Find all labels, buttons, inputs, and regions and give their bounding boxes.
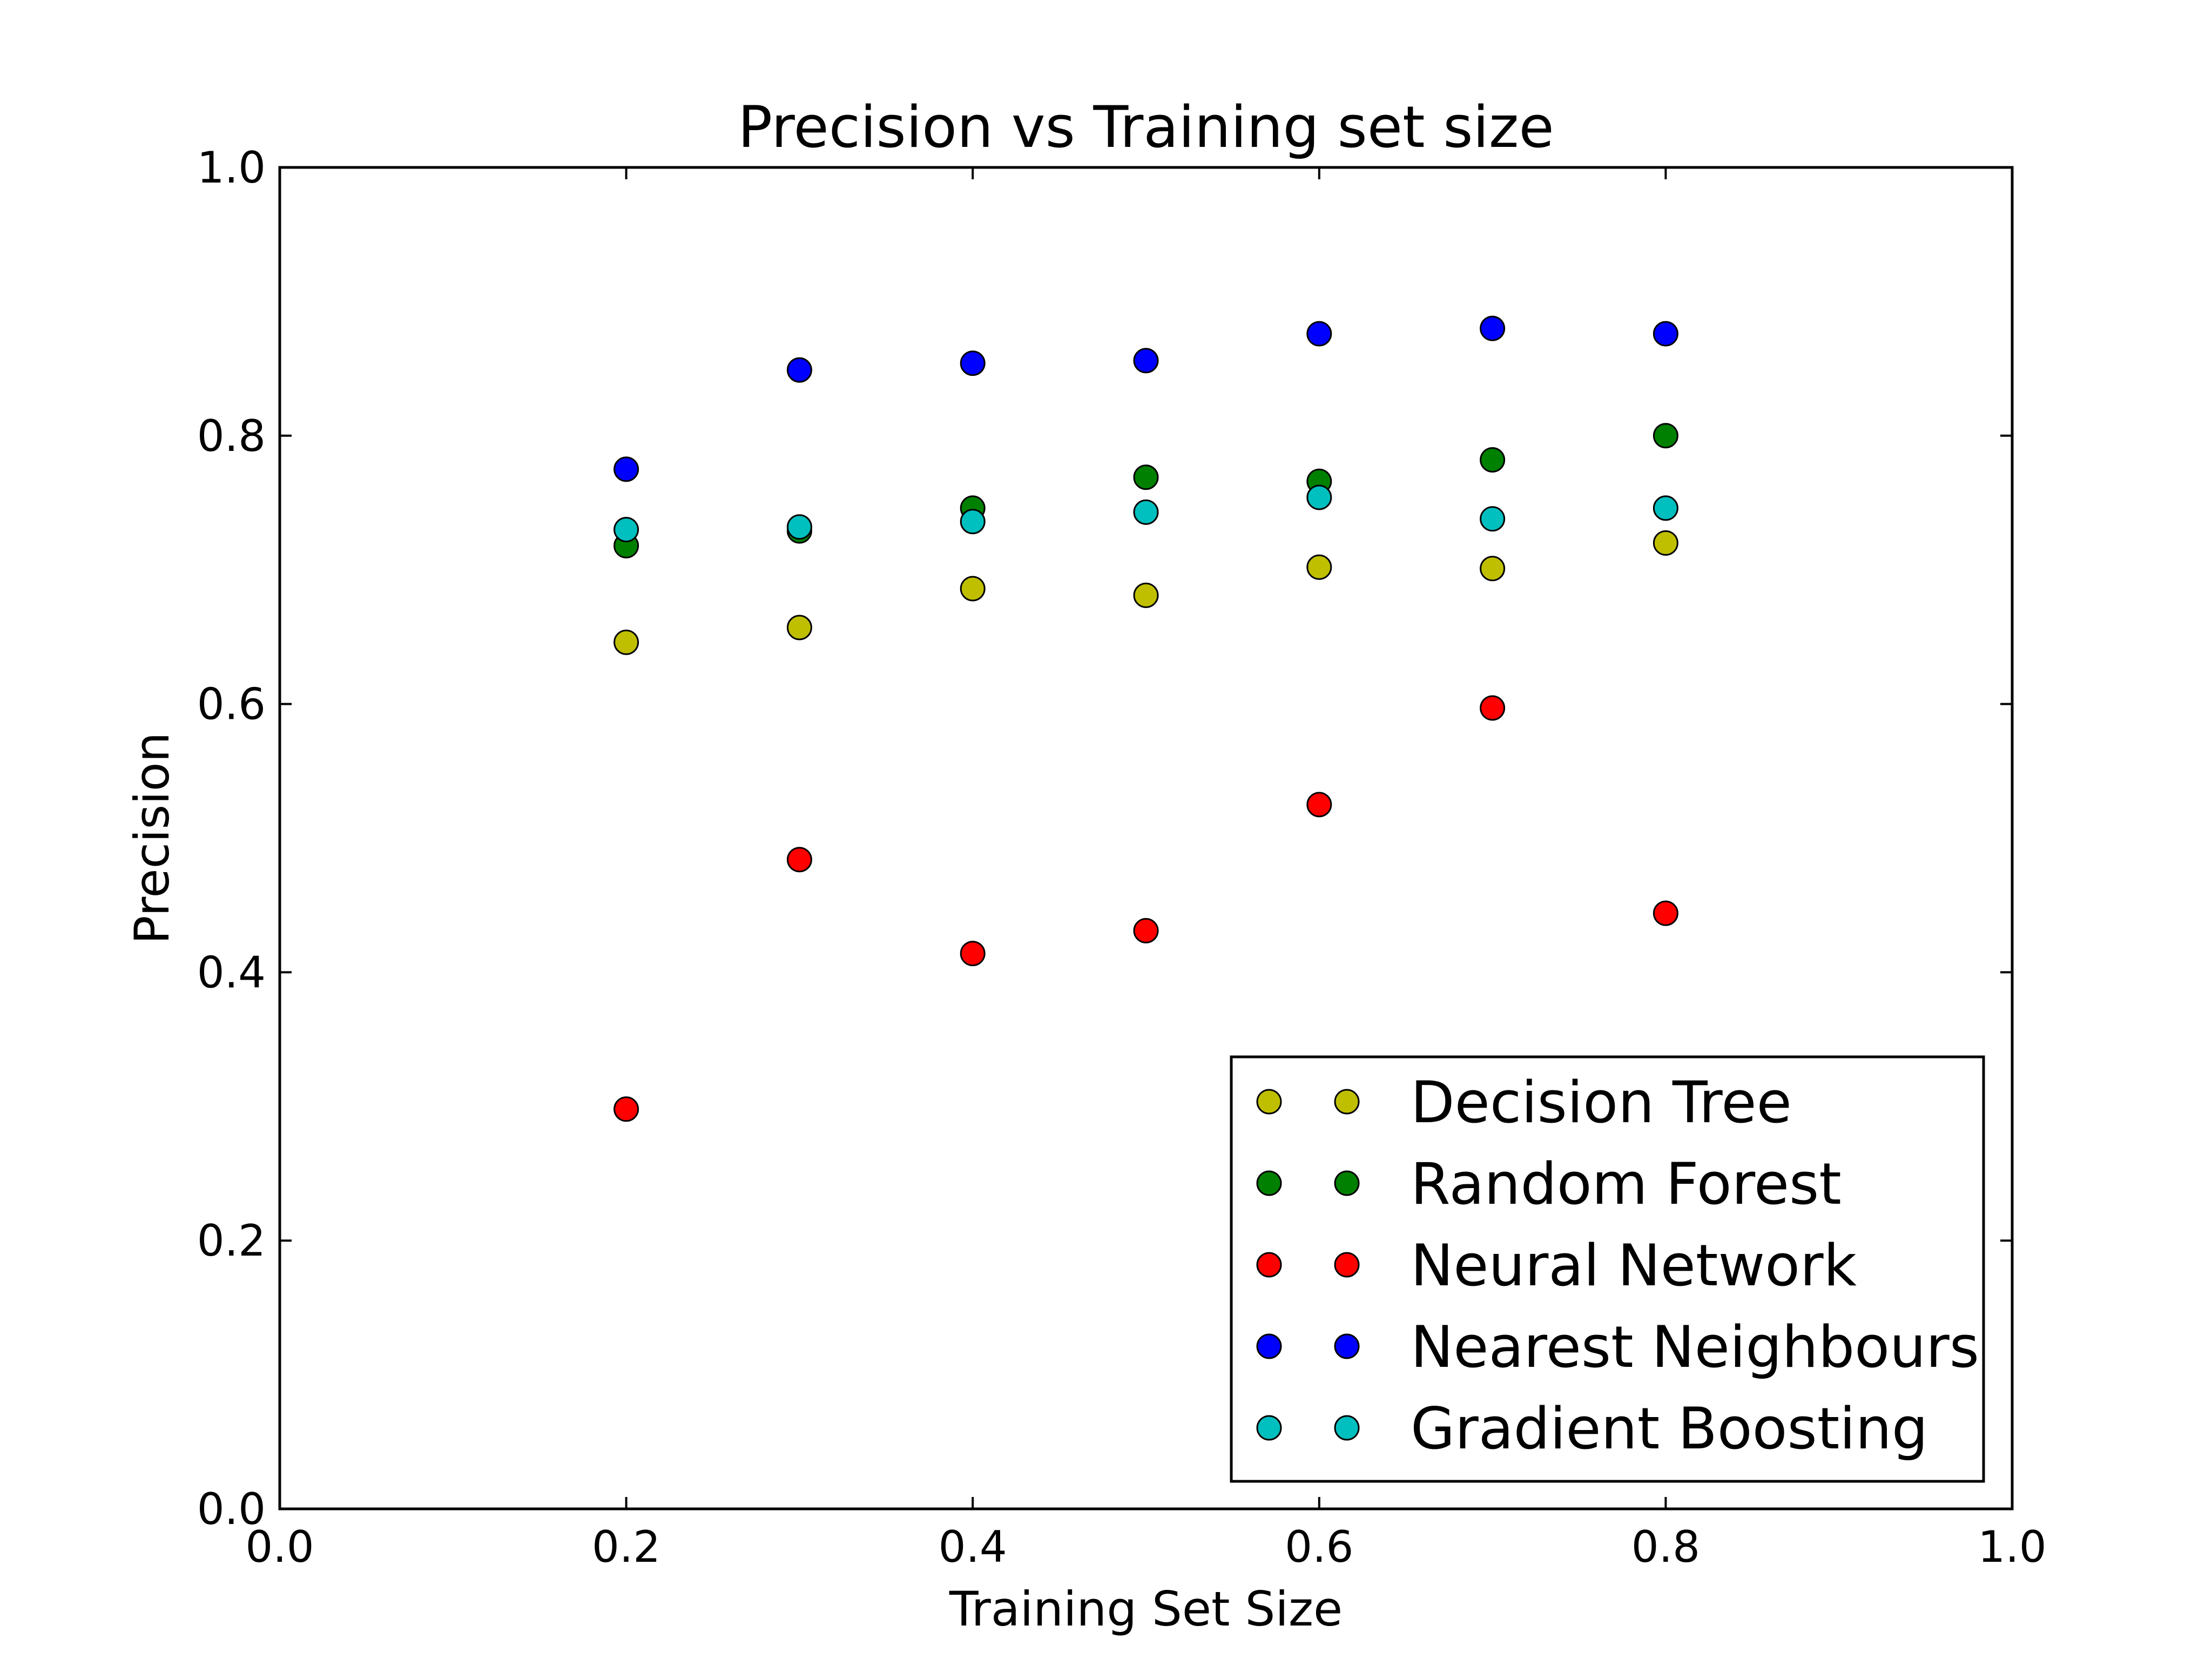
point-nearest-neighbours [1653,321,1678,347]
legend: Decision Tree Random Forest Neural Network… [1230,1055,1985,1483]
legend-label-random-forest: Random Forest [1411,1151,1842,1217]
legend-marker-nearest-neighbours [1256,1333,1282,1359]
data-points [613,315,1678,1122]
axes-frame [278,166,2014,1510]
x-tick-label: 0.6 [1285,1522,1353,1572]
point-gradient-boosting [1653,495,1678,521]
legend-label-nearest-neighbours: Nearest Neighbours [1411,1314,1979,1380]
legend-label-neural-network: Neural Network [1411,1232,1857,1299]
legend-marker-gradient-boosting [1334,1415,1360,1441]
x-tick-label: 0.2 [592,1522,660,1572]
legend-marker-gradient-boosting [1256,1415,1282,1441]
y-tick-label: 1.0 [197,143,266,193]
point-nearest-neighbours [960,350,986,376]
point-nearest-neighbours [1306,321,1332,347]
legend-marker-nearest-neighbours [1334,1333,1360,1359]
point-gradient-boosting [960,509,986,535]
point-gradient-boosting [1480,506,1506,532]
point-neural-network [1306,792,1332,818]
y-tick-labels: 0.0 0.2 0.4 0.6 0.8 1.0 [197,143,266,1534]
legend-marker-random-forest [1256,1170,1282,1196]
legend-entries: Decision Tree Random Forest Neural Network… [1256,1069,1979,1462]
legend-marker-neural-network [1256,1252,1282,1278]
y-tick-label: 0.4 [197,947,266,997]
y-tick-label: 0.6 [197,679,266,730]
point-decision-tree [1653,530,1678,556]
point-nearest-neighbours [1133,348,1159,374]
x-tick-label: 1.0 [1978,1522,2046,1572]
point-neural-network [786,847,812,873]
point-decision-tree [786,615,812,640]
point-decision-tree [1480,556,1506,582]
legend-marker-random-forest [1334,1170,1360,1196]
point-decision-tree [613,629,639,655]
y-tick-label: 0.0 [197,1484,266,1534]
x-tick-label: 0.0 [245,1522,314,1572]
x-axis-title: Training Set Size [949,1581,1343,1637]
point-decision-tree [1133,582,1159,608]
point-neural-network [1653,900,1678,926]
point-neural-network [1480,695,1506,721]
point-neural-network [1133,918,1159,943]
x-tick-label: 0.8 [1631,1522,1700,1572]
x-tick-labels: 0.0 0.2 0.4 0.6 0.8 1.0 [245,1522,2046,1572]
x-tick-label: 0.4 [939,1522,1007,1572]
legend-marker-decision-tree [1334,1089,1360,1115]
legend-marker-decision-tree [1256,1089,1282,1115]
point-neural-network [960,941,986,967]
point-neural-network [613,1096,639,1122]
point-nearest-neighbours [786,357,812,383]
point-random-forest [1480,447,1506,473]
point-gradient-boosting [1306,484,1332,510]
y-axis-title: Precision [124,732,180,945]
legend-label-gradient-boosting: Gradient Boosting [1411,1395,1928,1462]
point-gradient-boosting [1133,499,1159,525]
legend-label-decision-tree: Decision Tree [1411,1069,1792,1136]
chart-title: Precision vs Training set size [738,94,1554,160]
y-tick-label: 0.2 [197,1216,266,1266]
point-random-forest [1653,423,1678,449]
y-tick-label: 0.8 [197,411,266,461]
point-gradient-boosting [786,514,812,540]
point-random-forest [1133,464,1159,490]
point-decision-tree [960,576,986,602]
legend-marker-neural-network [1334,1252,1360,1278]
point-decision-tree [1306,554,1332,580]
axis-ticks [279,166,2013,1510]
point-nearest-neighbours [613,456,639,482]
point-gradient-boosting [613,517,639,543]
point-nearest-neighbours [1480,315,1506,341]
